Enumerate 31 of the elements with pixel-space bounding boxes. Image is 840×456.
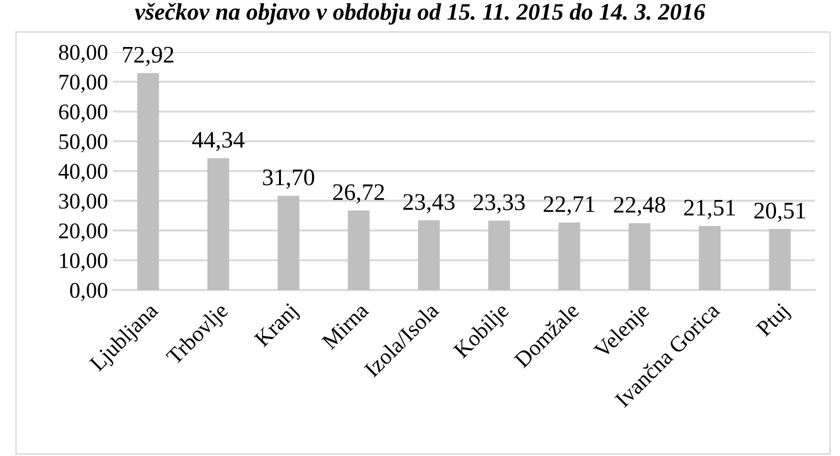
bar	[278, 196, 300, 290]
data-label: 22,71	[544, 196, 594, 216]
data-label: 23,33	[474, 194, 525, 214]
data-label: 26,72	[333, 184, 384, 204]
y-tick-label: 40,00	[58, 164, 108, 182]
data-label: 44,34	[192, 132, 244, 152]
bar	[628, 223, 650, 290]
bar	[418, 220, 440, 290]
data-label: 21,51	[684, 200, 735, 220]
bar	[488, 220, 510, 290]
data-label: 20,51	[754, 202, 806, 222]
y-tick-label: 50,00	[59, 134, 108, 152]
bar	[348, 210, 370, 290]
chart-title: všečkov na objavo v obdobju od 15. 11. 2015 do 14. 3. 2016	[134, 3, 706, 25]
bar	[698, 226, 721, 290]
y-tick-label: 0,00	[70, 282, 108, 302]
bar	[137, 73, 159, 290]
bar	[207, 158, 230, 290]
x-tick-label: Ptuj	[756, 302, 793, 340]
y-tick-label: 30,00	[59, 194, 108, 212]
data-label: 22,48	[614, 196, 666, 216]
y-tick-label: 60,00	[59, 104, 108, 123]
y-tick-label: 80,00	[58, 44, 108, 64]
y-tick-label: 20,00	[59, 223, 108, 242]
y-tick-label: 10,00	[60, 253, 108, 272]
data-label: 31,70	[263, 169, 314, 189]
y-tick-label: 70,00	[60, 74, 108, 93]
bar	[558, 222, 580, 290]
bar	[769, 228, 791, 290]
data-label: 23,43	[403, 194, 455, 214]
data-label: 72,92	[123, 46, 174, 66]
